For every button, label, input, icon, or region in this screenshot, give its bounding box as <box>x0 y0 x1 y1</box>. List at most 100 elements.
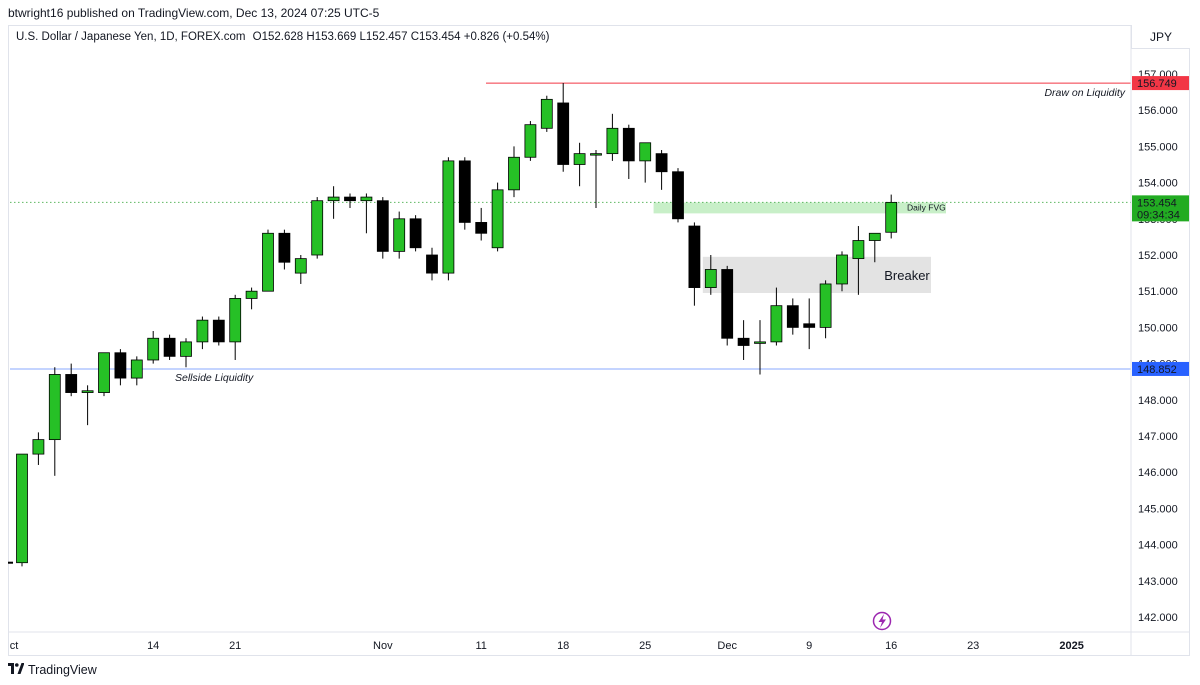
candle[interactable] <box>754 320 766 375</box>
candle[interactable] <box>327 186 340 219</box>
candle[interactable] <box>803 298 816 350</box>
candle[interactable] <box>770 287 783 346</box>
red-resistance-line-badge <box>1132 76 1189 91</box>
currency-button[interactable]: JPY <box>1131 25 1190 49</box>
candle[interactable] <box>311 197 324 259</box>
price-tick-label: 155.000 <box>1138 141 1178 153</box>
bearish-candle-body <box>721 269 734 339</box>
candle[interactable] <box>508 146 520 198</box>
price-lines-layer <box>10 82 1131 370</box>
candle[interactable] <box>180 338 192 368</box>
bearish-candle-body <box>65 374 78 393</box>
candle[interactable] <box>81 385 94 426</box>
red-resistance-line-badge-label: 156.749 <box>1137 78 1177 90</box>
candle[interactable] <box>163 334 176 360</box>
low-value: 152.457 <box>365 31 408 43</box>
candle[interactable] <box>114 349 127 386</box>
bearish-candle-body <box>688 225 701 288</box>
time-tick-label: 23 <box>967 640 979 652</box>
bullish-candle-body <box>147 337 160 361</box>
bullish-candle-body <box>360 196 373 202</box>
candle[interactable] <box>426 247 438 281</box>
candle[interactable] <box>245 287 258 310</box>
candle[interactable] <box>130 356 143 386</box>
candle[interactable] <box>606 113 619 161</box>
time-axis[interactable]: ct 14 21 Nov 11 18 25 Dec 9 16 23 2025 <box>9 631 1190 652</box>
candle[interactable] <box>737 320 750 360</box>
bullish-candle-body <box>16 453 28 564</box>
bullish-candle-body <box>852 240 865 260</box>
bullish-candle-body <box>245 290 258 299</box>
high-label: H <box>306 31 315 43</box>
candle[interactable] <box>196 316 209 350</box>
candle[interactable] <box>672 168 684 223</box>
bullish-candle-body <box>754 341 766 344</box>
candle[interactable] <box>885 194 898 239</box>
candle[interactable] <box>409 215 422 252</box>
price-tick-label: 150.000 <box>1138 322 1178 334</box>
bearish-candle-body <box>376 200 389 252</box>
candle[interactable] <box>573 142 586 187</box>
candle[interactable] <box>639 142 652 183</box>
candle[interactable] <box>540 95 553 132</box>
candle[interactable] <box>852 226 865 295</box>
bearish-candle-body <box>344 196 356 202</box>
candle[interactable] <box>721 265 734 346</box>
time-tick-label: 16 <box>885 640 897 652</box>
candle[interactable] <box>262 229 274 292</box>
candle[interactable] <box>704 255 717 295</box>
price-tick-label: 154.000 <box>1138 178 1178 190</box>
brand-name: TradingView <box>28 662 97 677</box>
candle[interactable] <box>442 157 455 281</box>
time-tick-label: 2025 <box>1059 640 1083 652</box>
bullish-candle-body <box>32 439 45 455</box>
price-tick-label: 152.000 <box>1138 250 1178 262</box>
symbol-name[interactable]: U.S. Dollar / Japanese Yen, 1D, FOREX.co… <box>16 31 246 43</box>
candle[interactable] <box>48 367 61 476</box>
zones-layer: Daily FVG Breaker <box>653 202 946 294</box>
price-axis[interactable]: 142.000 143.000 144.000 145.000 146.000 147.0… <box>1130 25 1189 656</box>
lightning-icon[interactable] <box>872 611 892 631</box>
bearish-candle-body <box>163 337 176 357</box>
candle[interactable] <box>491 182 504 252</box>
footer-brand[interactable]: TradingView <box>8 662 97 677</box>
candle[interactable] <box>32 432 45 465</box>
bullish-candle-body <box>885 201 898 233</box>
candle[interactable] <box>655 150 668 190</box>
candle[interactable] <box>868 232 881 263</box>
candle[interactable] <box>688 222 701 306</box>
candle[interactable] <box>65 363 78 397</box>
close-value: 153.454 <box>419 31 461 43</box>
candle[interactable] <box>393 211 406 259</box>
bullish-candle-body <box>393 218 406 252</box>
candle[interactable] <box>524 121 537 161</box>
bullish-candle-body <box>524 124 537 158</box>
candle[interactable] <box>212 316 225 346</box>
candle[interactable] <box>836 251 848 292</box>
draw-on-liquidity-label: Draw on Liquidity <box>1044 87 1125 99</box>
bullish-candle-body <box>770 305 783 343</box>
candle[interactable] <box>360 193 373 234</box>
candle[interactable] <box>376 197 389 259</box>
candle[interactable] <box>344 193 356 208</box>
candle[interactable] <box>786 298 799 335</box>
candle[interactable] <box>622 124 635 179</box>
candle[interactable] <box>557 83 570 172</box>
bearish-candle-body <box>786 305 799 328</box>
candles-layer <box>8 83 898 567</box>
chart-frame <box>8 25 1190 656</box>
sellside-liquidity-line-badge <box>1132 361 1189 376</box>
daily-fvg-zone <box>653 202 946 214</box>
candle[interactable] <box>16 453 28 567</box>
candle[interactable] <box>98 352 110 397</box>
sellside-liquidity-label: Sellside Liquidity <box>175 372 254 384</box>
candle[interactable] <box>147 331 160 364</box>
candle[interactable] <box>819 280 832 339</box>
candle[interactable] <box>278 229 291 270</box>
candle[interactable] <box>458 157 471 230</box>
candle[interactable] <box>229 294 242 360</box>
candle[interactable] <box>590 150 602 208</box>
candle[interactable] <box>475 207 488 241</box>
candle[interactable] <box>294 255 307 284</box>
